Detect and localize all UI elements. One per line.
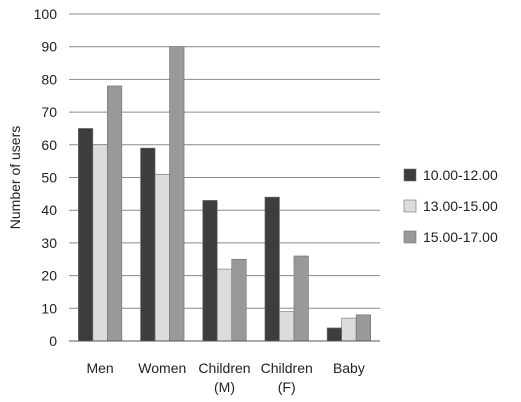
legend-label: 10.00-12.00 xyxy=(423,167,498,183)
bar-15.00-17.00-2 xyxy=(231,258,247,342)
legend: 10.00-12.00 13.00-15.00 15.00-17.00 xyxy=(403,167,498,245)
y-axis-title: Number of users xyxy=(7,126,23,229)
y-tick-label: 40 xyxy=(41,202,57,218)
y-tick-label: 30 xyxy=(41,235,57,251)
x-category-label: Children xyxy=(261,360,313,376)
bar-13.00-15.00-4 xyxy=(341,317,357,342)
y-tick-label: 100 xyxy=(34,6,58,22)
bar-10.00-12.00-0 xyxy=(78,128,94,342)
x-axis-labels: Men Women Children (M) Children (F) Baby xyxy=(86,360,364,395)
bar-13.00-15.00-1 xyxy=(154,173,170,342)
x-category-label: (M) xyxy=(214,379,235,395)
x-category-label: (F) xyxy=(278,379,296,395)
bars xyxy=(78,46,371,342)
y-tick-label: 90 xyxy=(41,39,57,55)
bar-10.00-12.00-2 xyxy=(202,200,218,342)
bar-15.00-17.00-3 xyxy=(293,255,309,342)
legend-swatch xyxy=(403,168,417,182)
y-tick-label: 60 xyxy=(41,137,57,153)
x-category-label: Children xyxy=(198,360,250,376)
y-tick-label: 0 xyxy=(49,333,57,349)
bar-15.00-17.00-1 xyxy=(169,46,185,342)
y-tick-label: 70 xyxy=(41,104,57,120)
legend-swatch xyxy=(403,199,417,213)
y-tick-label: 50 xyxy=(41,170,57,186)
legend-label: 13.00-15.00 xyxy=(423,198,498,214)
bar-15.00-17.00-4 xyxy=(355,314,371,342)
x-category-label: Women xyxy=(138,360,186,376)
legend-swatch xyxy=(403,230,417,244)
bar-10.00-12.00-1 xyxy=(140,147,156,342)
legend-label: 15.00-17.00 xyxy=(423,229,498,245)
bar-13.00-15.00-0 xyxy=(92,144,108,342)
y-tick-label: 80 xyxy=(41,71,57,87)
y-axis-ticks: 0 10 20 30 40 50 60 70 80 90 100 xyxy=(34,6,58,349)
bar-13.00-15.00-3 xyxy=(279,311,295,342)
bar-10.00-12.00-3 xyxy=(264,196,280,342)
bar-15.00-17.00-0 xyxy=(107,85,123,342)
x-category-label: Baby xyxy=(333,360,365,376)
bar-10.00-12.00-4 xyxy=(326,327,342,342)
x-category-label: Men xyxy=(86,360,113,376)
y-tick-label: 10 xyxy=(41,300,57,316)
bar-13.00-15.00-2 xyxy=(216,268,233,342)
y-tick-label: 20 xyxy=(41,268,57,284)
